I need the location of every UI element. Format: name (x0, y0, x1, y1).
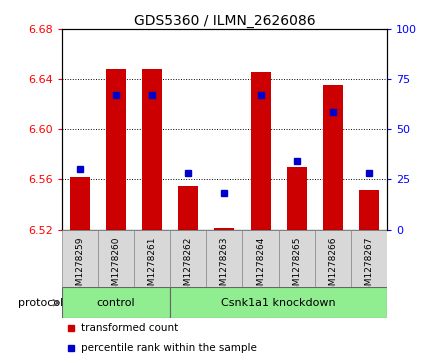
Text: control: control (96, 298, 135, 308)
Text: percentile rank within the sample: percentile rank within the sample (81, 343, 257, 353)
Bar (142, 69, 162, 230)
Bar (251, 72, 271, 230)
Text: GSM1278267: GSM1278267 (365, 237, 374, 297)
Text: GSM1278262: GSM1278262 (184, 237, 193, 297)
Text: GSM1278265: GSM1278265 (292, 237, 301, 297)
Text: GSM1278260: GSM1278260 (111, 237, 121, 297)
Text: GSM1278259: GSM1278259 (75, 237, 84, 297)
Text: protocol: protocol (18, 298, 63, 308)
Bar (359, 189, 379, 230)
Bar (134, 230, 170, 287)
Text: Csnk1a1 knockdown: Csnk1a1 knockdown (221, 298, 336, 308)
Bar (214, 228, 235, 230)
Bar (98, 230, 134, 287)
Bar (351, 230, 387, 287)
Bar (279, 230, 315, 287)
Text: GSM1278261: GSM1278261 (147, 237, 157, 297)
Bar (323, 85, 343, 230)
Text: GSM1278264: GSM1278264 (256, 237, 265, 297)
Text: GSM1278263: GSM1278263 (220, 237, 229, 297)
Text: transformed count: transformed count (81, 323, 178, 333)
Bar (206, 230, 242, 287)
Bar (106, 69, 126, 230)
Text: GSM1278266: GSM1278266 (328, 237, 337, 297)
Bar (242, 230, 279, 287)
Bar (62, 230, 98, 287)
Bar (178, 186, 198, 230)
Bar (287, 167, 307, 230)
Title: GDS5360 / ILMN_2626086: GDS5360 / ILMN_2626086 (134, 14, 315, 28)
Bar (315, 230, 351, 287)
Bar (62, 287, 170, 318)
Bar (170, 230, 206, 287)
Bar (70, 177, 90, 230)
Bar (170, 287, 387, 318)
